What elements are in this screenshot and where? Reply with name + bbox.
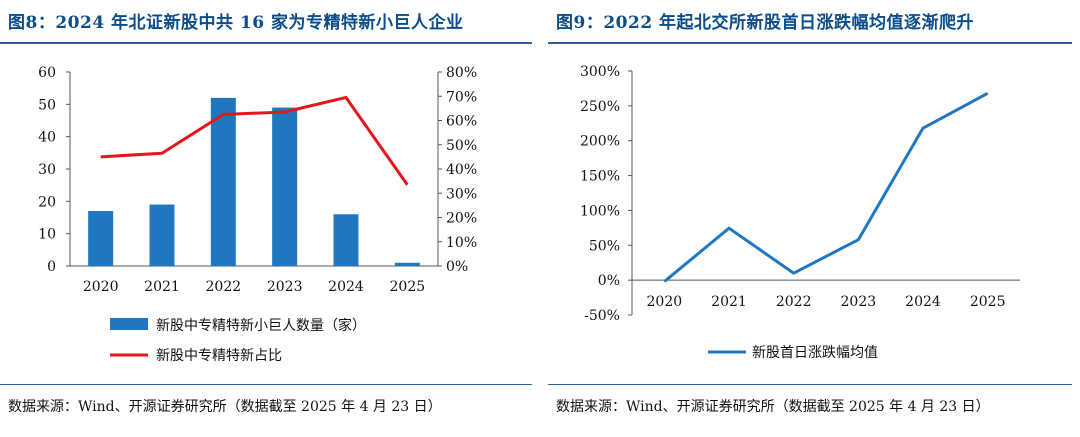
right-y-tick-label: 0% bbox=[446, 259, 468, 275]
x-tick-label: 2024 bbox=[905, 294, 941, 310]
x-tick-label: 2022 bbox=[776, 294, 812, 310]
y-tick-label: -50% bbox=[584, 308, 620, 324]
legend-line-label: 新股首日涨跌幅均值 bbox=[752, 345, 878, 361]
right-y-tick-label: 30% bbox=[446, 186, 477, 202]
right-chart-panel: 图9：2022 年起北交所新股首日涨跌幅均值逐渐爬升 -50% 0% 50% 100%… bbox=[548, 0, 1080, 437]
left-chart-title: 图8：2024 年北证新股中共 16 家为专精特新小巨人企业 bbox=[8, 13, 464, 33]
x-tick-label: 2023 bbox=[841, 294, 877, 310]
left-chart-svg: 0 10 20 30 40 50 60 0% 10% 20% 30% 40% 50% 60% 70% 80% 2… bbox=[38, 65, 477, 364]
left-y-tick-label: 0 bbox=[47, 259, 56, 275]
legend-bar-label: 新股中专精特新小巨人数量（家） bbox=[156, 317, 366, 334]
right-source-rule bbox=[548, 384, 1072, 385]
bar-2021 bbox=[149, 204, 175, 266]
x-tick-label: 2021 bbox=[144, 279, 180, 295]
y-tick-label: 300% bbox=[580, 64, 620, 80]
x-tick-label: 2024 bbox=[328, 279, 364, 295]
bar-2020 bbox=[88, 211, 114, 266]
y-tick-label: 150% bbox=[580, 169, 620, 185]
right-chart-title: 图9：2022 年起北交所新股首日涨跌幅均值逐渐爬升 bbox=[556, 13, 975, 33]
bar-2023 bbox=[272, 107, 298, 266]
right-y-tick-label: 50% bbox=[446, 138, 477, 154]
x-tick-label: 2021 bbox=[711, 294, 747, 310]
left-y-tick-label: 20 bbox=[38, 194, 56, 210]
y-tick-label: 0% bbox=[598, 273, 620, 289]
right-y-tick-label: 60% bbox=[446, 114, 477, 130]
right-chart-svg: -50% 0% 50% 100% 150% 200% 250% 300% 2020 2021 202… bbox=[580, 64, 1020, 361]
ratio-line bbox=[100, 95, 409, 186]
first-day-return-line bbox=[663, 91, 989, 283]
x-tick-label: 2020 bbox=[83, 279, 119, 295]
right-y-tick-label: 70% bbox=[446, 89, 477, 105]
left-title-rule bbox=[0, 42, 532, 44]
bar-2024 bbox=[333, 214, 359, 266]
x-tick-label: 2022 bbox=[206, 279, 242, 295]
left-y-tick-label: 40 bbox=[38, 130, 56, 146]
legend-line-label: 新股中专精特新占比 bbox=[156, 348, 282, 364]
left-chart-panel: 图8：2024 年北证新股中共 16 家为专精特新小巨人企业 0 10 20 30 40… bbox=[0, 13, 532, 415]
x-tick-label: 2025 bbox=[970, 294, 1006, 310]
left-y-tick-label: 50 bbox=[38, 97, 56, 113]
x-tick-label: 2023 bbox=[267, 279, 303, 295]
right-y-tick-label: 40% bbox=[446, 162, 477, 178]
left-y-tick-label: 10 bbox=[38, 227, 56, 243]
x-tick-label: 2025 bbox=[390, 279, 426, 295]
right-chart-source: 数据来源：Wind、开源证券研究所（数据截至 2025 年 4 月 23 日） bbox=[556, 399, 990, 415]
x-tick-label: 2020 bbox=[647, 294, 683, 310]
right-y-tick-label: 10% bbox=[446, 235, 477, 251]
y-tick-label: 100% bbox=[580, 203, 620, 219]
right-title-rule bbox=[548, 42, 1072, 44]
bar-2025 bbox=[394, 262, 420, 266]
y-tick-label: 250% bbox=[580, 99, 620, 115]
left-y-tick-label: 30 bbox=[38, 162, 56, 178]
left-chart-source: 数据来源：Wind、开源证券研究所（数据截至 2025 年 4 月 23 日） bbox=[8, 399, 442, 415]
bar-2022 bbox=[210, 97, 236, 266]
y-tick-label: 50% bbox=[589, 238, 620, 254]
y-tick-label: 200% bbox=[580, 134, 620, 150]
right-y-tick-label: 80% bbox=[446, 65, 477, 81]
right-y-tick-label: 20% bbox=[446, 211, 477, 227]
left-y-tick-label: 60 bbox=[38, 65, 56, 81]
left-source-rule bbox=[0, 384, 532, 385]
legend-bar-swatch bbox=[110, 318, 148, 330]
